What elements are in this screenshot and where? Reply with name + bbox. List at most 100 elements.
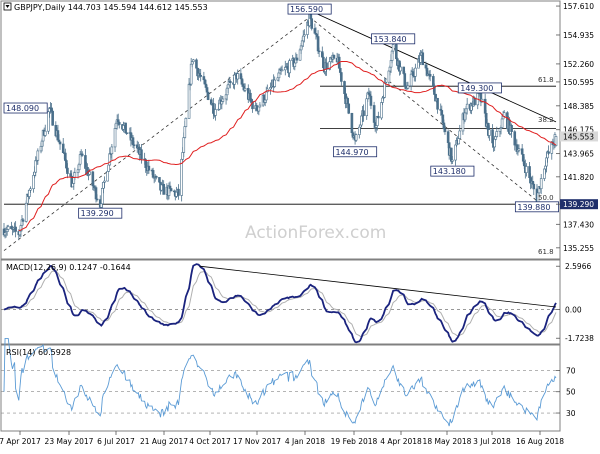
macd-layer xyxy=(1,263,560,344)
candle-body xyxy=(184,118,188,127)
candle-body xyxy=(132,144,136,146)
x-tick-label: 6 Jul 2017 xyxy=(97,437,135,446)
annotation-label: 149.300 xyxy=(460,84,493,93)
rsi-title: RSI(14) 60.5928 xyxy=(6,348,71,357)
candle-body xyxy=(454,144,457,161)
candle-body xyxy=(258,104,262,108)
candle-body xyxy=(58,141,62,145)
candle-body xyxy=(6,226,10,230)
candle-body xyxy=(228,81,232,84)
candle-body xyxy=(346,97,349,105)
candle-body xyxy=(51,110,54,126)
candle-body xyxy=(177,188,180,196)
candle-body xyxy=(113,128,117,148)
candle-body xyxy=(124,122,127,134)
annotation-box xyxy=(371,33,416,45)
annotation-box xyxy=(287,3,332,15)
candle-body xyxy=(510,125,513,132)
candle-body xyxy=(362,110,365,117)
x-tick-label: 4 Oct 2017 xyxy=(189,437,231,446)
candle-body xyxy=(347,103,351,114)
candle-body xyxy=(29,188,32,191)
candle-body xyxy=(354,134,358,141)
candle-body xyxy=(125,132,128,134)
macd-signal-line xyxy=(3,270,557,338)
candle-body xyxy=(451,159,454,162)
x-tick-label: 21 Aug 2017 xyxy=(140,437,188,446)
annotation-label: 143.180 xyxy=(433,167,466,176)
candle-body xyxy=(288,60,291,74)
candle-body xyxy=(440,110,444,116)
support-tag-box xyxy=(560,199,598,210)
candle-body xyxy=(457,138,461,145)
candle-body xyxy=(554,136,558,146)
candle-body xyxy=(154,175,158,178)
candle-body xyxy=(539,178,543,189)
candle-body xyxy=(36,150,40,161)
x-tick-label: 16 Aug 2018 xyxy=(516,437,564,446)
candle-body xyxy=(183,126,187,138)
annotation-box xyxy=(457,82,502,94)
candle-body xyxy=(399,66,402,72)
candle-body xyxy=(395,44,398,59)
candle-body xyxy=(446,131,450,143)
price-tick-label: 137.430 xyxy=(563,220,594,229)
macd-panel-frame xyxy=(0,259,561,345)
pivot-annotation: 148.090 xyxy=(3,102,48,114)
candle-body xyxy=(43,130,47,136)
candle-body xyxy=(243,88,247,91)
x-tick-label: 7 Apr 2017 xyxy=(0,437,41,446)
candle-body xyxy=(403,73,407,87)
candle-body xyxy=(421,52,425,66)
candle-body xyxy=(458,130,462,139)
candle-body xyxy=(140,149,143,160)
moving-average-line xyxy=(18,60,557,231)
candle-body xyxy=(182,137,186,153)
annotation-box xyxy=(333,146,378,158)
candle-body xyxy=(332,54,336,59)
candle-body xyxy=(436,97,439,110)
candle-body xyxy=(495,131,499,137)
candle-body xyxy=(488,129,491,136)
price-layer: 148.090 139.290 156.590 144.970 153.840 143.1… xyxy=(2,3,559,256)
price-tick-label: 146.175 xyxy=(563,126,594,135)
x-tick-label: 23 May 2017 xyxy=(45,437,94,446)
price-tick-label: 135.255 xyxy=(563,244,594,253)
candle-body xyxy=(384,81,388,84)
candle-body xyxy=(236,73,240,80)
price-tag-box xyxy=(560,131,598,142)
candle-body xyxy=(191,59,195,62)
x-tick-label: 4 Apr 2018 xyxy=(380,437,422,446)
pivot-annotation: 149.300 xyxy=(457,82,502,94)
candle-body xyxy=(280,69,284,72)
candle-body xyxy=(199,74,202,77)
fib-label: 50.0 xyxy=(538,194,554,202)
pivot-annotation: 153.840 xyxy=(371,33,416,45)
candle-body xyxy=(88,171,91,175)
candle-body xyxy=(264,91,268,101)
candle-body xyxy=(428,74,432,77)
candle-body xyxy=(369,95,373,106)
candle-body xyxy=(14,226,17,232)
candle-body xyxy=(21,219,25,222)
annotation-label: 153.840 xyxy=(374,35,407,44)
candle-body xyxy=(147,165,151,171)
rsi-layer xyxy=(1,338,560,427)
candle-body xyxy=(277,72,281,79)
rsi-tick-label: 30 xyxy=(566,409,576,418)
macd-tick-label: -1.7238 xyxy=(565,334,594,343)
candle-body xyxy=(493,138,496,148)
candle-body xyxy=(61,143,65,154)
annotation-label: 139.880 xyxy=(517,203,550,212)
candle-body xyxy=(310,18,314,29)
fib-label: 61.8 xyxy=(538,248,554,256)
pivot-annotation: 156.590 xyxy=(287,3,332,15)
candle-body xyxy=(303,34,306,37)
candle-body xyxy=(205,87,209,93)
x-tick-label: 4 Jan 2018 xyxy=(285,437,325,446)
price-tick-label: 150.595 xyxy=(563,78,594,87)
rsi-panel-frame xyxy=(0,344,561,432)
candle-body xyxy=(110,146,114,155)
annotation-label: 139.290 xyxy=(81,209,114,218)
annotation-box xyxy=(78,207,123,219)
